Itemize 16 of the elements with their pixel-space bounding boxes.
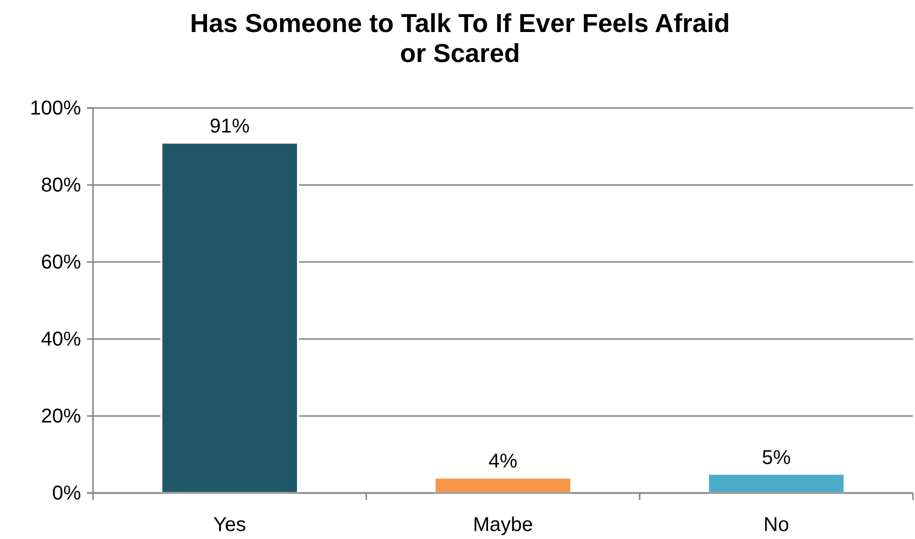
data-label: 91%: [210, 116, 250, 138]
y-tick-label: 80%: [40, 174, 82, 196]
data-label: 5%: [762, 446, 792, 469]
bar: [707, 472, 846, 494]
y-tick-label: 0%: [52, 482, 82, 504]
y-tick-label: 60%: [40, 251, 82, 274]
chart-title: Has Someone to Talk To If Ever Feels Afraid or Scared: [190, 8, 730, 68]
y-tick-label: 100%: [30, 97, 82, 120]
data-label: 4%: [488, 450, 518, 473]
x-tick-label: No: [764, 514, 790, 536]
bar: [160, 142, 299, 494]
y-tick-label: 40%: [40, 328, 82, 350]
x-tick-label: Maybe: [472, 514, 534, 536]
y-tick-label: 20%: [40, 405, 82, 428]
x-tick-label: Yes: [213, 514, 246, 536]
bar: [434, 476, 572, 494]
